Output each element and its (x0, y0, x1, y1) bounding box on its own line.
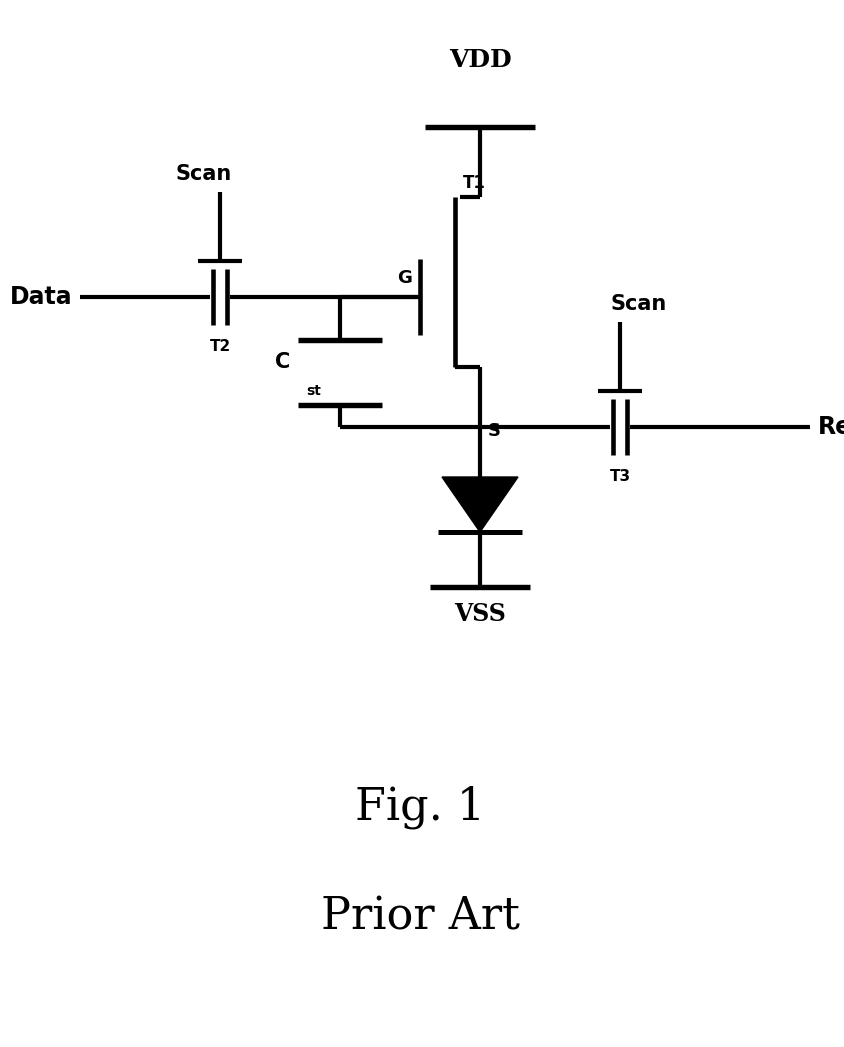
Text: Ref: Ref (817, 415, 844, 439)
Polygon shape (441, 477, 517, 532)
Text: Scan: Scan (175, 164, 231, 184)
Text: Prior Art: Prior Art (320, 895, 519, 938)
Text: VDD: VDD (448, 48, 511, 72)
Text: G: G (397, 269, 412, 287)
Text: C: C (274, 352, 289, 372)
Text: S: S (488, 422, 500, 440)
Text: VSS: VSS (453, 602, 506, 626)
Text: Data: Data (9, 285, 72, 309)
Text: T1: T1 (463, 174, 485, 192)
Text: Fig. 1: Fig. 1 (354, 785, 484, 829)
Text: T2: T2 (209, 339, 230, 354)
Text: T3: T3 (609, 469, 630, 484)
Text: Scan: Scan (609, 294, 665, 314)
Text: st: st (306, 384, 321, 398)
